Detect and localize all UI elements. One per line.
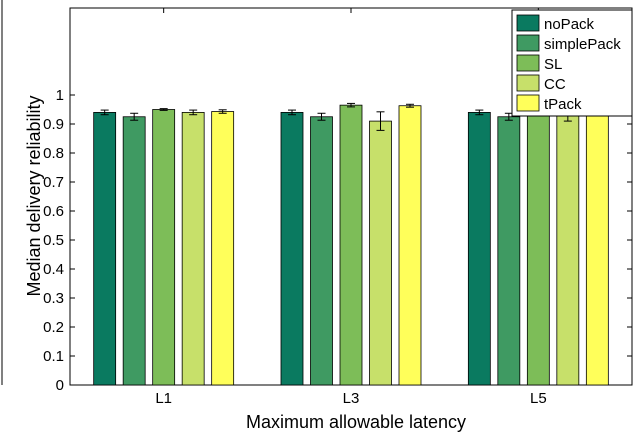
y-tick-label: 0.1 bbox=[43, 348, 64, 365]
legend-swatch-noPack bbox=[516, 14, 540, 32]
x-tick-label: L5 bbox=[530, 390, 547, 407]
legend-label-CC: CC bbox=[544, 76, 566, 93]
y-axis-title: Median delivery reliability bbox=[24, 95, 44, 296]
y-tick-label: 1 bbox=[56, 87, 64, 104]
x-tick-label: L1 bbox=[155, 390, 172, 407]
legend-label-SL: SL bbox=[544, 56, 562, 73]
bar-simplePack-L1 bbox=[122, 116, 146, 386]
bar-noPack-L1 bbox=[93, 112, 117, 386]
y-tick-label: 0 bbox=[56, 377, 64, 394]
legend-swatch-CC bbox=[516, 74, 540, 92]
bar-tPack-L3 bbox=[398, 105, 422, 386]
bar-SL-L3 bbox=[339, 104, 363, 386]
bar-SL-L5 bbox=[526, 106, 550, 386]
bar-simplePack-L5 bbox=[497, 116, 521, 386]
y-tick-label: 0.7 bbox=[43, 174, 64, 191]
x-axis-title: Maximum allowable latency bbox=[246, 412, 466, 432]
y-tick-label: 0.4 bbox=[43, 261, 64, 278]
legend-label-noPack: noPack bbox=[544, 16, 595, 33]
bars bbox=[93, 104, 609, 386]
legend-label-simplePack: simplePack bbox=[544, 36, 621, 53]
bar-CC-L3 bbox=[369, 120, 392, 386]
bar-noPack-L5 bbox=[467, 112, 491, 386]
x-axis: L1 L3 L5 bbox=[155, 8, 547, 407]
y-axis: 0 0.1 0.2 0.3 0.4 0.5 0.6 0.7 0.8 0.9 1 bbox=[43, 87, 632, 394]
y-tick-label: 0.8 bbox=[43, 145, 64, 162]
bar-CC-L1 bbox=[181, 112, 205, 386]
bar-SL-L1 bbox=[152, 109, 176, 386]
legend-label-tPack: tPack bbox=[544, 96, 582, 113]
bar-CC-L5 bbox=[556, 113, 580, 386]
bar-simplePack-L3 bbox=[310, 116, 333, 386]
bar-noPack-L3 bbox=[280, 112, 304, 386]
legend-swatch-simplePack bbox=[516, 34, 540, 52]
y-tick-label: 0.2 bbox=[43, 319, 64, 336]
legend-swatch-tPack bbox=[516, 94, 540, 112]
x-tick-label: L3 bbox=[343, 390, 360, 407]
bar-tPack-L1 bbox=[211, 111, 235, 386]
legend-swatch-SL bbox=[516, 54, 540, 72]
y-tick-label: 0.5 bbox=[43, 232, 64, 249]
bar-tPack-L5 bbox=[585, 109, 609, 386]
y-tick-label: 0.9 bbox=[43, 116, 64, 133]
legend: noPack simplePack SL CC tPack bbox=[511, 9, 633, 117]
y-tick-label: 0.3 bbox=[43, 290, 64, 307]
y-tick-label: 0.6 bbox=[43, 203, 64, 220]
